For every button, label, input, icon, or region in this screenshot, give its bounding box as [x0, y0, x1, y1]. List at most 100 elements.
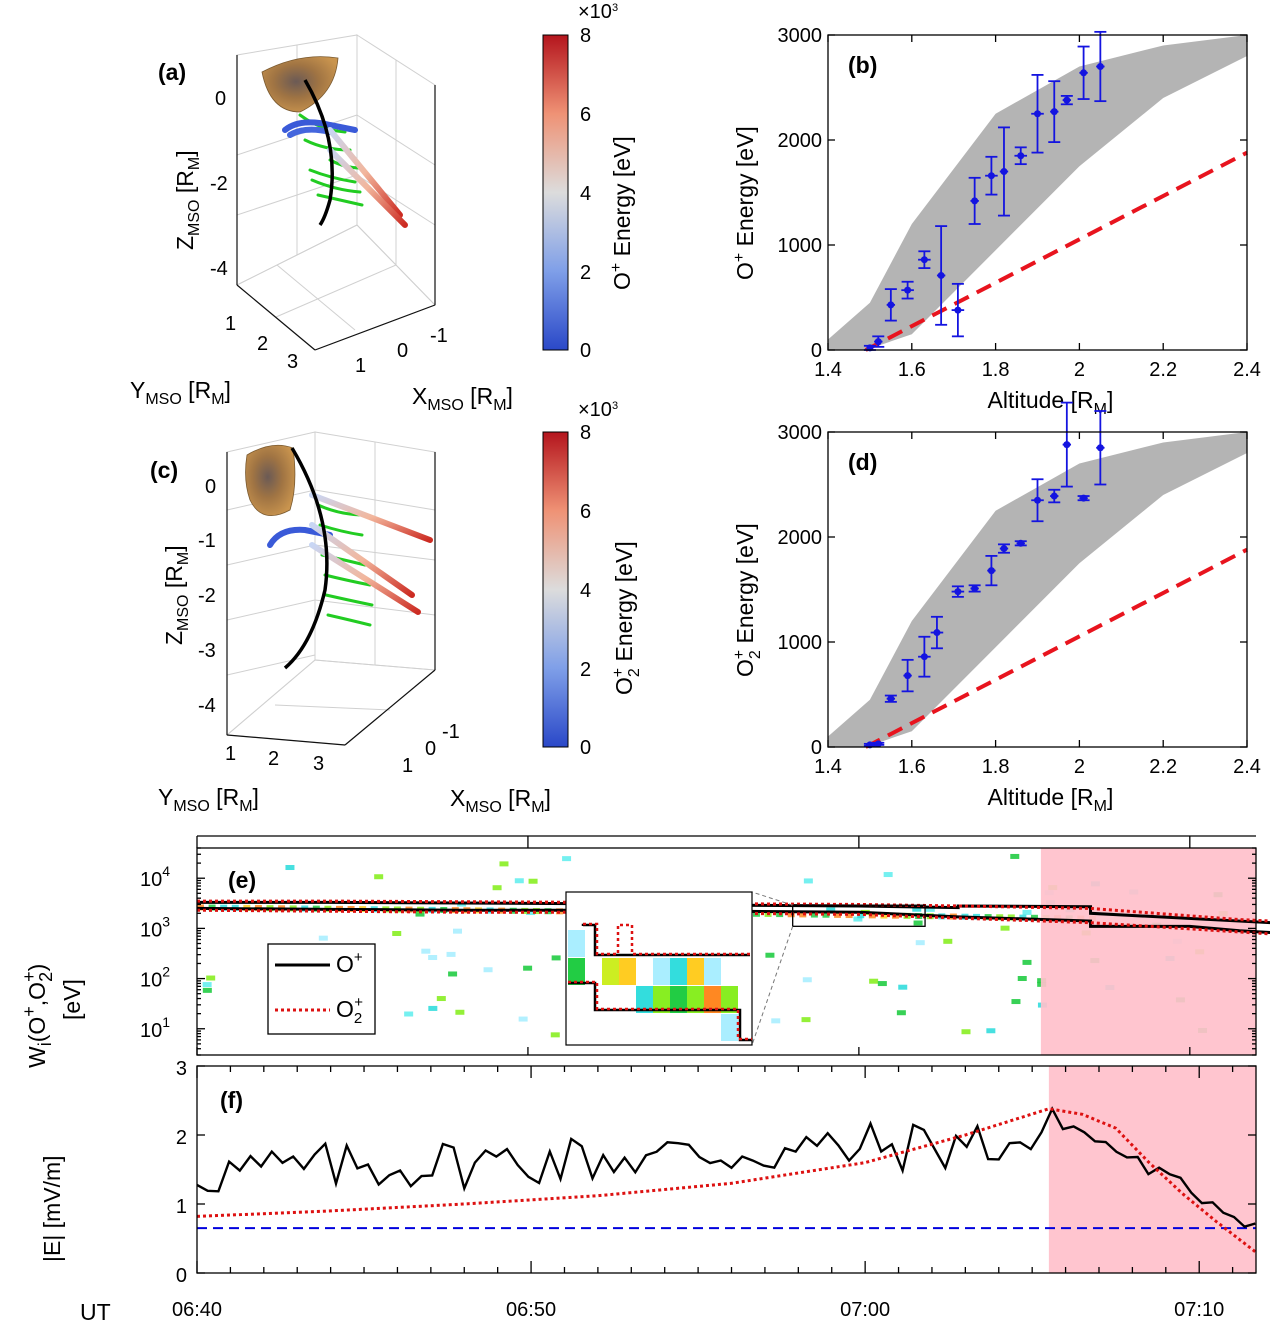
- data-point: [951, 585, 965, 598]
- spectrogram-pixel: [526, 910, 536, 916]
- point-marker: [1000, 545, 1008, 553]
- spectrogram-pixel: [492, 885, 502, 891]
- x-tick: -1: [430, 325, 448, 347]
- data-point: [1060, 401, 1073, 488]
- panel-a-x-ticks: 1 0 -1: [355, 325, 448, 377]
- point-marker: [1050, 492, 1058, 500]
- model-e-field: [196, 1107, 1257, 1254]
- cb-tick: 6: [580, 104, 591, 126]
- data-point: [918, 250, 931, 270]
- y-tick: 3: [287, 351, 298, 373]
- spectrogram-pixel: [455, 1009, 465, 1015]
- spectrogram-pixel: [898, 984, 908, 990]
- ion-tubes-c: [267, 492, 433, 615]
- data-point: [918, 635, 931, 678]
- x-axis-label: Altitude [RM]: [988, 387, 1114, 418]
- spectrogram-pixel: [826, 907, 836, 913]
- colorbar-a: ×103 8 6 4 2 0 O+ Energy [eV]: [542, 1, 635, 362]
- spectrogram-pixel: [453, 928, 463, 934]
- zoom-source-box: [792, 904, 926, 927]
- inset-pixel: [653, 958, 670, 985]
- data-point: [1060, 95, 1073, 106]
- spectrogram-pixel: [428, 955, 438, 961]
- zoom-inset: [565, 891, 753, 1046]
- legend-label-o2-plus: O2+: [336, 994, 363, 1027]
- x-tick-label: 2: [1074, 359, 1085, 381]
- spectrogram-pixel: [550, 1032, 560, 1038]
- cb-tick: 8: [580, 422, 591, 444]
- data-point: [1048, 488, 1061, 504]
- data-point: [901, 658, 914, 693]
- inset-o2-plus-line: [568, 980, 752, 1041]
- point-marker: [954, 588, 962, 596]
- spectrogram-pixel: [1010, 853, 1020, 859]
- data-point: [1014, 539, 1027, 547]
- colorbar-c: ×103 8 6 4 2 0 O2+ Energy [eV]: [542, 399, 643, 759]
- cb-tick: 6: [580, 501, 591, 523]
- x-tick-label: 07:00: [840, 1299, 890, 1321]
- colorbar-c-gradient: [542, 431, 569, 748]
- point-marker: [874, 338, 882, 346]
- mars-globe-a: [261, 56, 339, 113]
- data-point: [985, 555, 998, 587]
- y-tick-label: 0: [176, 1265, 187, 1287]
- point-marker: [1080, 494, 1088, 502]
- point-marker: [971, 197, 979, 205]
- data-point: [884, 694, 897, 703]
- spectrogram-pixel: [822, 911, 830, 918]
- y-tick-label: 1000: [778, 235, 823, 257]
- point-marker: [1034, 496, 1041, 504]
- data-point: [997, 126, 1010, 217]
- spectrogram-pixel: [912, 906, 922, 912]
- spectrogram-pixel: [802, 977, 812, 983]
- spectrogram-pixel: [961, 1029, 971, 1035]
- spectrogram-pixel: [1022, 909, 1032, 915]
- y-tick-label: 2: [176, 1127, 187, 1149]
- panel-c-z-ticks: 0 -1 -2 -3 -4: [198, 476, 216, 717]
- x-tick-label: 06:50: [506, 1299, 556, 1321]
- ion-tubes-a: [282, 119, 408, 228]
- x-tick-label: 2.2: [1149, 359, 1177, 381]
- model-line: [864, 547, 1248, 749]
- panel-a-z-ticks: 0 -2 -4: [210, 88, 228, 280]
- x-tick: 1: [402, 755, 413, 777]
- mars-globe-c: [245, 444, 296, 517]
- inset-pixel: [687, 986, 704, 1013]
- colorbar-a-label: O+ Energy [eV]: [608, 136, 635, 290]
- z-tick: -3: [198, 640, 216, 662]
- spectrogram-pixel: [436, 996, 446, 1002]
- panel-f: 0 1 2 3 06:40 06:50 07:00 07:10 UT (f) |E| [mV/m]: [39, 1058, 1257, 1325]
- cb-tick: 8: [580, 25, 591, 47]
- panel-c-z-label: ZMSO [RM]: [161, 545, 192, 645]
- z-tick: -4: [198, 695, 216, 717]
- zoom-connector: [751, 891, 793, 906]
- y-tick: 2: [257, 333, 268, 355]
- cb-tick: 4: [580, 580, 591, 602]
- spectrogram-pixel: [883, 872, 893, 878]
- inset-pixel: [687, 958, 704, 985]
- point-marker: [937, 271, 945, 279]
- spectrogram-pixel: [446, 951, 456, 957]
- spectrogram-pixel: [551, 955, 561, 961]
- x-tick-label: 1.6: [898, 359, 926, 381]
- inset-pixel: [704, 958, 721, 985]
- spectrogram-pixel: [857, 912, 865, 919]
- point-marker: [1000, 168, 1008, 175]
- point-marker: [954, 306, 962, 314]
- point-marker: [987, 172, 995, 180]
- inset-pixel: [636, 986, 653, 1013]
- data-point: [997, 543, 1010, 554]
- point-marker: [1063, 96, 1071, 104]
- data-point: [1031, 74, 1044, 154]
- y-tick-label: 2000: [778, 527, 823, 549]
- point-marker: [1050, 108, 1058, 116]
- inset-pixel: [602, 958, 619, 985]
- colorbar-a-gradient: [542, 34, 569, 351]
- cb-tick: 2: [580, 262, 591, 284]
- y-tick-label: 0: [811, 737, 822, 759]
- panel-c-y-ticks: 1 2 3: [225, 743, 324, 775]
- x-tick-label: 1.6: [898, 756, 926, 778]
- spectrogram-pixel: [428, 1005, 438, 1011]
- x-tick: 0: [397, 340, 408, 362]
- x-tick: 0: [425, 738, 436, 760]
